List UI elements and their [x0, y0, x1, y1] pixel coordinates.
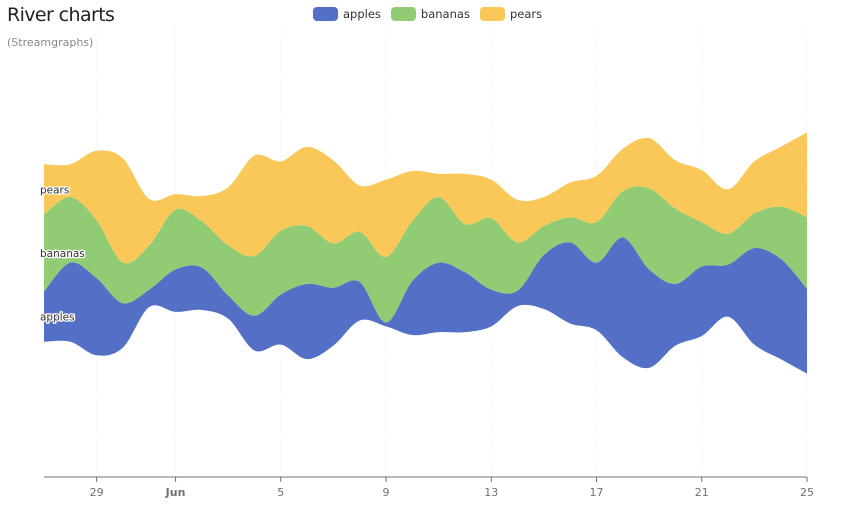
series-label-bananas: bananas: [40, 248, 85, 260]
stream-layer-bananas[interactable]: [44, 186, 807, 323]
legend-label-bananas: bananas: [420, 7, 470, 21]
legend-label-pears: pears: [509, 7, 543, 21]
stream-layer-apples[interactable]: [44, 237, 807, 374]
x-axis-tick-label: 29: [90, 486, 104, 499]
x-axis-tick-label: 17: [590, 486, 604, 499]
series-label-pears: pears: [40, 184, 69, 196]
x-axis-tick-label: 25: [800, 486, 814, 499]
x-axis-tick-label: Jun: [165, 486, 186, 499]
legend-swatch-pears: [479, 7, 505, 21]
x-axis-tick-label: 21: [695, 486, 709, 499]
chart-title: River charts: [7, 4, 115, 26]
stream-layer-pears[interactable]: [44, 132, 807, 264]
legend-swatch-apples: [313, 7, 338, 21]
x-axis-tick-label: 13: [484, 486, 498, 499]
series-label-apples: apples: [40, 312, 75, 324]
chart-subtitle: (Streamgraphs): [7, 36, 94, 49]
legend-item-apples[interactable]: apples: [313, 7, 381, 21]
legend-item-pears[interactable]: pears: [479, 7, 543, 21]
x-axis-tick-label: 9: [383, 486, 390, 499]
x-axis-tick-label: 5: [277, 486, 284, 499]
legend-swatch-bananas: [390, 7, 416, 21]
legend-item-bananas[interactable]: bananas: [390, 7, 470, 21]
legend-label-apples: apples: [343, 7, 381, 21]
legend: apples bananas pears: [313, 7, 542, 21]
